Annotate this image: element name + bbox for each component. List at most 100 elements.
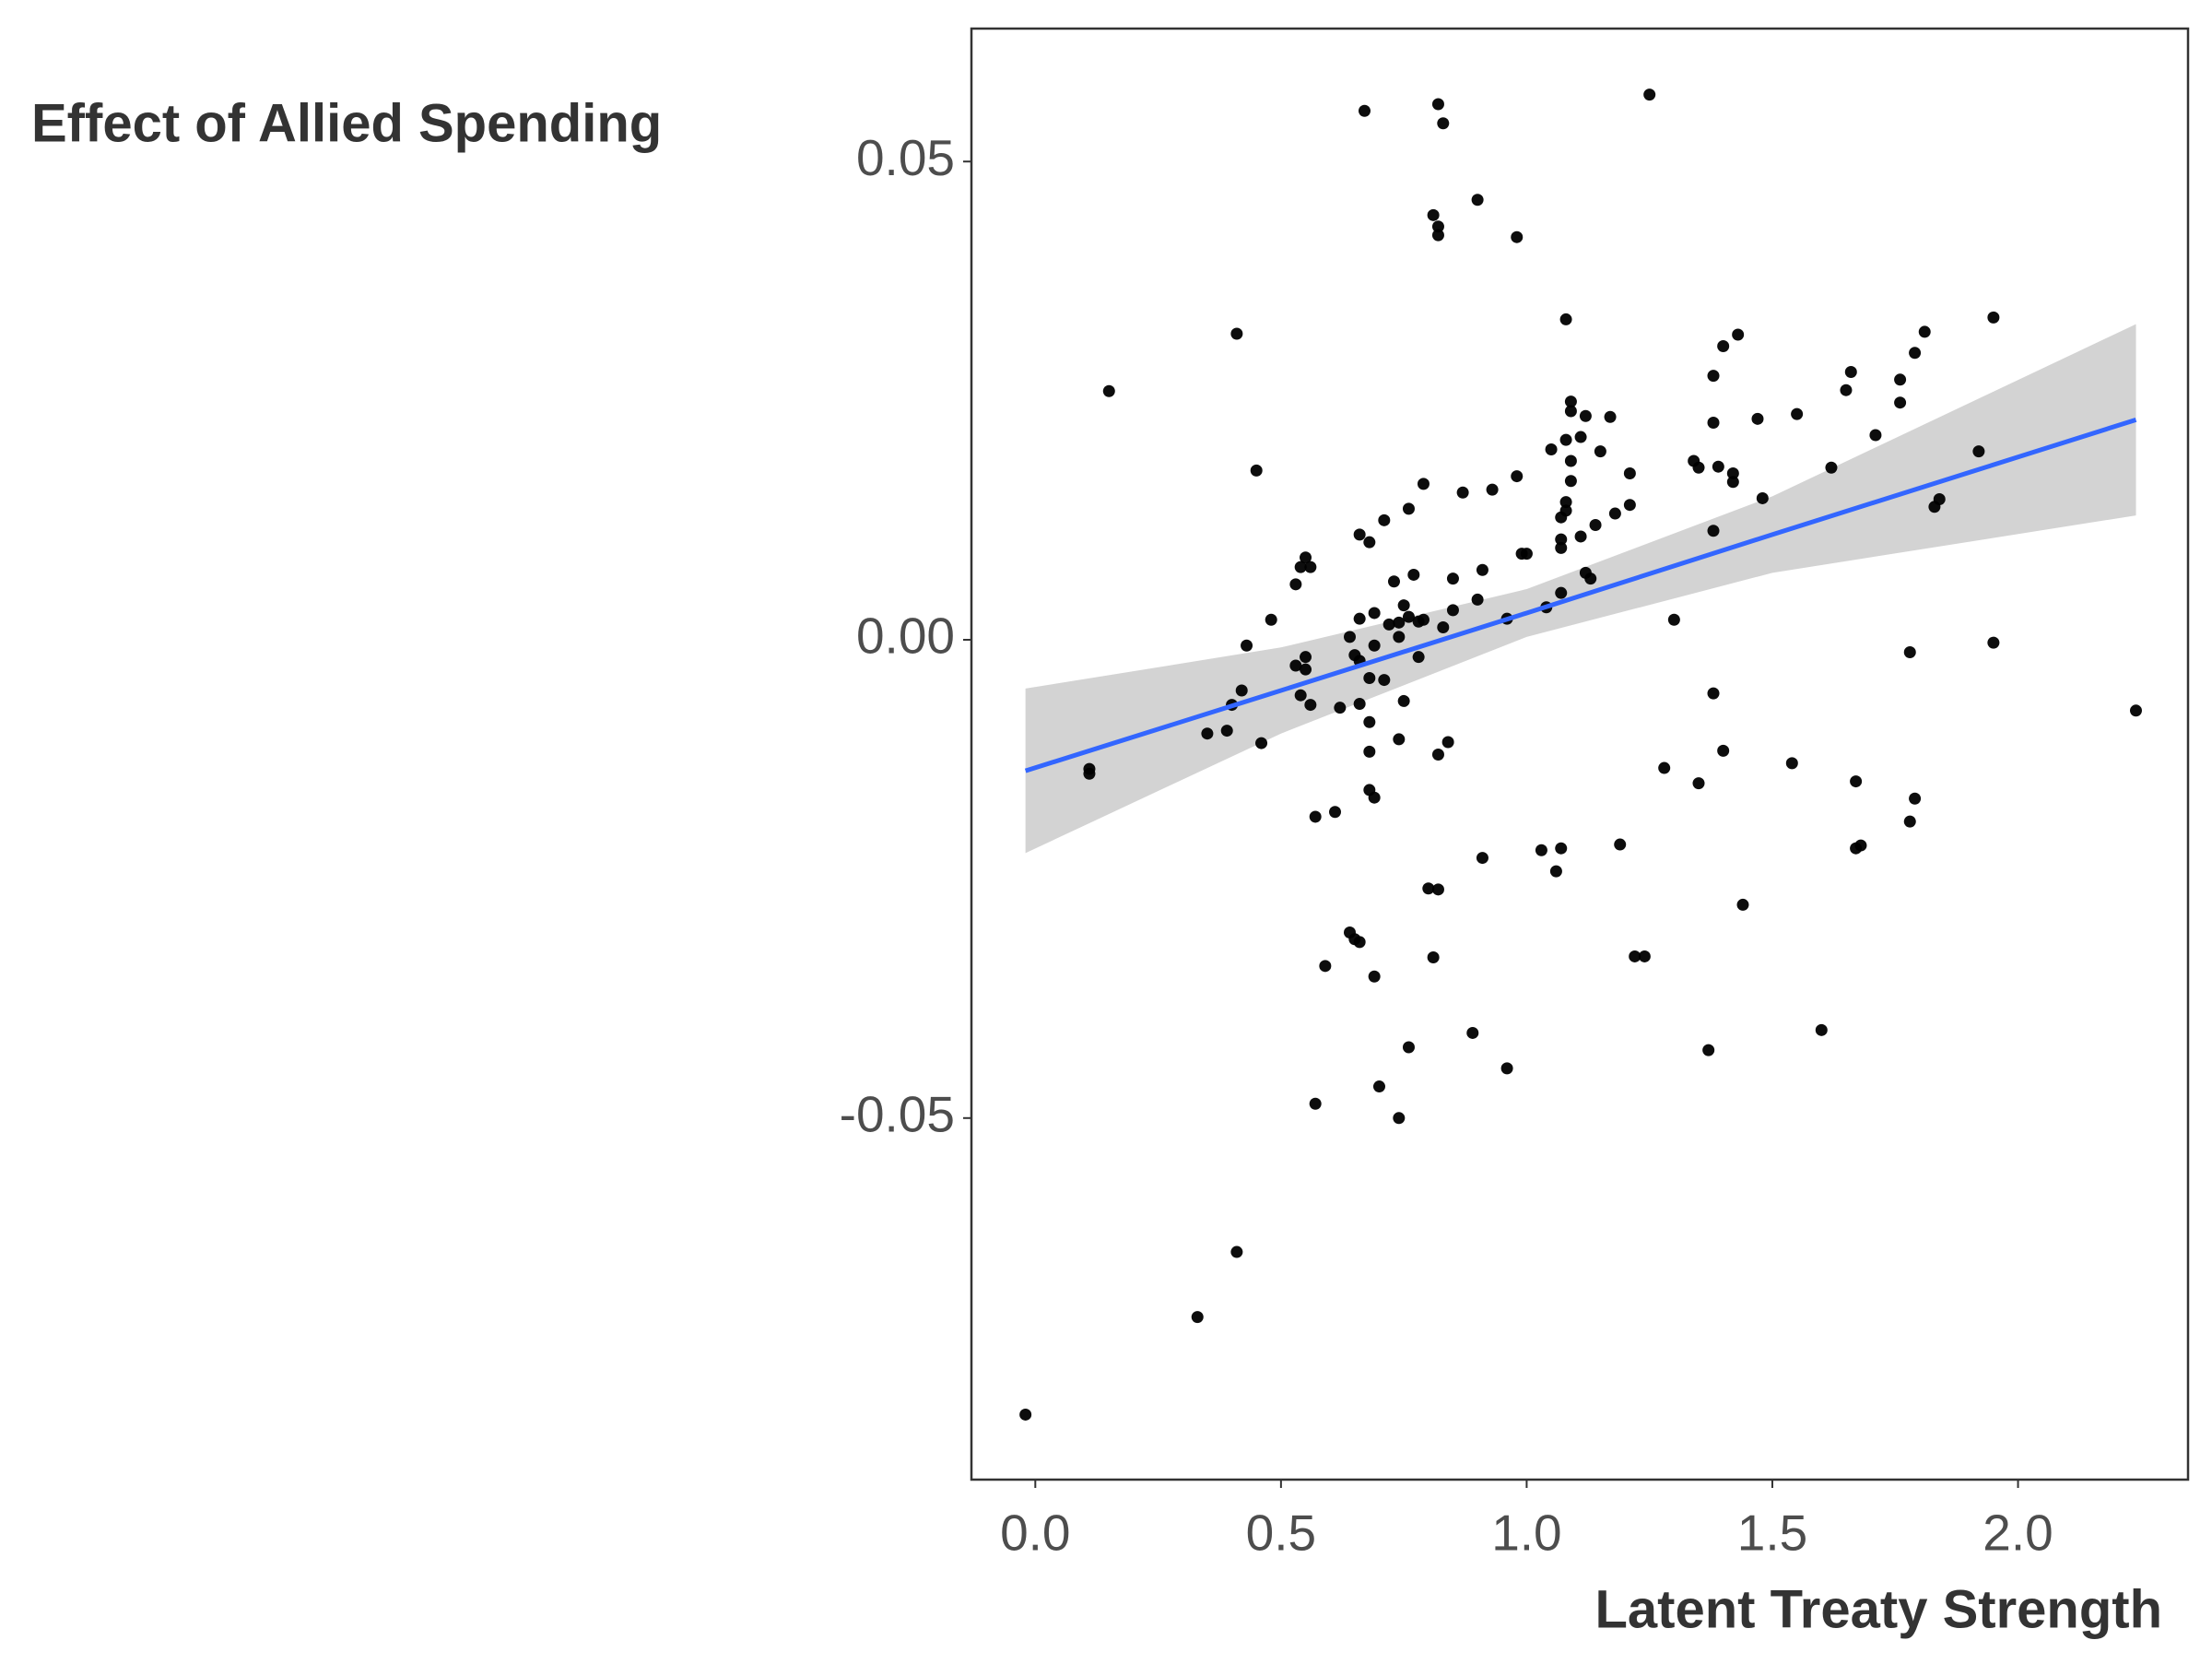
point bbox=[1726, 476, 1739, 489]
point bbox=[1564, 395, 1577, 408]
point bbox=[1894, 373, 1907, 386]
point bbox=[1387, 575, 1400, 588]
point bbox=[1230, 327, 1243, 340]
y-tick-label: 0.00 bbox=[856, 608, 955, 665]
point bbox=[1608, 507, 1621, 520]
point bbox=[1712, 460, 1724, 473]
x-axis-title: Latent Treaty Strength bbox=[1594, 1579, 2162, 1639]
point bbox=[1441, 736, 1454, 749]
point bbox=[1402, 502, 1415, 515]
point bbox=[1309, 810, 1322, 823]
point bbox=[1623, 466, 1636, 479]
x-tick-label: 1.5 bbox=[1737, 1505, 1807, 1562]
point bbox=[1255, 737, 1268, 749]
point bbox=[1589, 519, 1602, 532]
point bbox=[1309, 1097, 1322, 1110]
point bbox=[1707, 525, 1720, 537]
point bbox=[1702, 1044, 1715, 1056]
point bbox=[1446, 572, 1459, 585]
point bbox=[1431, 883, 1444, 896]
point bbox=[1894, 396, 1907, 409]
point bbox=[1574, 431, 1587, 443]
point bbox=[1584, 572, 1597, 585]
point bbox=[1471, 593, 1484, 606]
y-axis-title: Effect of Allied Spending bbox=[31, 93, 662, 153]
point bbox=[1614, 838, 1627, 851]
point bbox=[1368, 970, 1381, 983]
point bbox=[1574, 530, 1587, 543]
point bbox=[1230, 1245, 1243, 1258]
trend-line bbox=[1024, 417, 2137, 773]
point bbox=[1417, 613, 1430, 626]
point bbox=[1334, 702, 1347, 714]
point bbox=[1250, 464, 1263, 477]
point bbox=[1397, 599, 1410, 612]
point bbox=[1692, 461, 1705, 474]
point bbox=[1629, 950, 1641, 962]
point bbox=[1344, 631, 1357, 643]
point bbox=[1869, 429, 1882, 442]
point bbox=[1707, 370, 1720, 383]
point bbox=[1353, 698, 1366, 711]
point bbox=[1422, 882, 1435, 895]
point bbox=[1555, 541, 1568, 554]
point bbox=[1363, 715, 1376, 728]
point bbox=[1844, 365, 1857, 378]
point bbox=[1476, 563, 1488, 576]
point bbox=[1555, 533, 1568, 546]
point bbox=[1368, 639, 1381, 652]
point bbox=[1604, 410, 1617, 423]
point bbox=[1717, 744, 1730, 757]
point bbox=[1928, 501, 1941, 513]
point bbox=[1372, 1080, 1385, 1093]
point bbox=[1437, 117, 1450, 130]
point bbox=[1329, 806, 1342, 819]
point bbox=[1241, 639, 1253, 652]
point bbox=[1201, 727, 1214, 740]
point bbox=[1918, 325, 1931, 338]
point bbox=[1378, 513, 1391, 526]
point bbox=[1300, 551, 1312, 564]
point bbox=[1304, 699, 1317, 712]
point bbox=[1638, 950, 1651, 962]
point bbox=[1850, 775, 1863, 788]
point bbox=[1407, 568, 1420, 581]
point bbox=[1368, 791, 1381, 804]
point bbox=[1909, 347, 1922, 360]
point bbox=[1545, 443, 1558, 456]
point bbox=[1903, 815, 1916, 828]
point bbox=[1555, 842, 1568, 855]
point bbox=[1456, 486, 1469, 499]
point bbox=[1368, 607, 1381, 620]
point bbox=[1393, 631, 1406, 643]
point bbox=[1549, 865, 1562, 878]
point bbox=[1903, 645, 1916, 658]
point bbox=[1564, 454, 1577, 467]
point bbox=[1358, 104, 1371, 117]
point bbox=[1431, 229, 1444, 242]
point bbox=[1555, 586, 1568, 599]
point bbox=[1353, 612, 1366, 625]
point bbox=[1732, 328, 1745, 341]
point bbox=[1319, 960, 1332, 973]
point bbox=[1363, 672, 1376, 685]
point bbox=[1564, 405, 1577, 418]
point bbox=[1486, 483, 1499, 496]
point bbox=[2129, 704, 2142, 717]
y-tick-label: 0.05 bbox=[856, 129, 955, 186]
x-tick-label: 2.0 bbox=[1983, 1505, 2053, 1562]
point bbox=[1437, 621, 1450, 634]
point bbox=[1564, 475, 1577, 488]
point bbox=[1623, 499, 1636, 512]
plot-frame bbox=[970, 27, 2190, 1481]
point bbox=[1427, 208, 1440, 221]
point bbox=[1555, 511, 1568, 524]
point bbox=[1402, 1041, 1415, 1054]
point bbox=[1559, 496, 1572, 509]
point bbox=[1300, 651, 1312, 664]
point bbox=[1363, 745, 1376, 758]
point bbox=[1726, 466, 1739, 479]
point bbox=[1579, 409, 1592, 422]
point bbox=[1520, 548, 1533, 561]
